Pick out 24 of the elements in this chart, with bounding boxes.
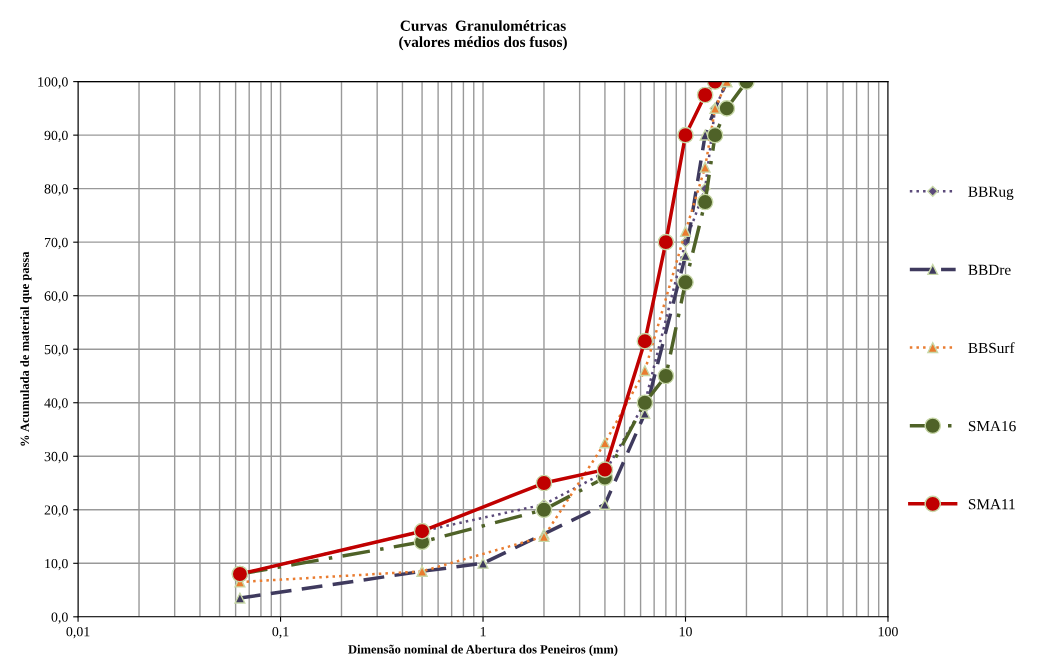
- legend-label: BBRug: [968, 186, 1014, 200]
- x-tick-label: 100: [878, 626, 898, 637]
- y-tick-label: 20,0: [44, 505, 68, 517]
- legend-label: BBDre: [968, 264, 1011, 275]
- chart-title: Curvas Granulométricas (valores médios dos fusos): [399, 20, 567, 51]
- y-tick-label: 50,0: [44, 344, 68, 357]
- x-axis-title: Dimensão nominal de Abertura dos Peneiros (mm): [348, 644, 618, 657]
- x-tick-label: 1: [480, 627, 486, 637]
- x-tick-label: 0,01: [66, 626, 90, 639]
- legend-label: BBSurf: [968, 342, 1015, 354]
- legend-label: SMA11: [968, 499, 1015, 510]
- y-tick-label: 70,0: [44, 237, 68, 250]
- y-tick-label: 100,0: [38, 77, 68, 89]
- y-tick-label: 30,0: [44, 451, 68, 464]
- legend-label: SMA16: [968, 420, 1016, 432]
- y-tick-label: 0,0: [51, 612, 68, 624]
- y-tick-label: 80,0: [44, 184, 68, 196]
- y-tick-label: 10,0: [45, 558, 68, 571]
- x-tick-label: 10: [679, 626, 692, 637]
- y-tick-label: 60,0: [44, 291, 68, 303]
- x-tick-label: 0,1: [272, 626, 289, 639]
- y-tick-label: 90,0: [44, 130, 68, 143]
- y-tick-label: 40,0: [44, 398, 68, 410]
- y-axis-title: % Acumulada de material que passa: [20, 251, 32, 446]
